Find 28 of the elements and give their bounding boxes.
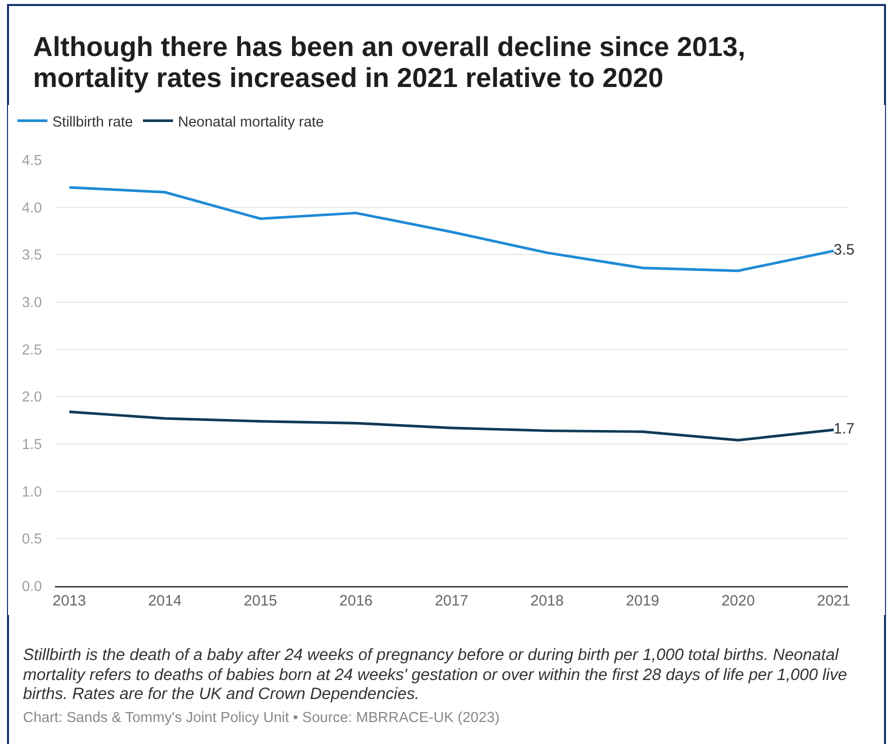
chart-title: Although there has been an overall decline since 2013, mortality rates increased in 2021 relative to 2020 — [33, 31, 746, 93]
x-tick-label: 2018 — [530, 592, 564, 610]
y-tick-label: 3.5 — [22, 248, 42, 264]
y-tick-label: 1.5 — [22, 437, 42, 454]
text: Chart: Sands & Tommy's Joint Policy Unit • Source: MBRRACE-UK (2023) — [23, 710, 501, 726]
y-tick-label: 4.0 — [22, 200, 42, 216]
y-tick-label: 4.5 — [22, 153, 42, 170]
y-tick-label: 1.0 — [22, 484, 42, 500]
x-tick-label: 2020 — [721, 592, 755, 610]
legend-label: Stillbirth rate — [52, 114, 133, 130]
y-tick-label: 0.5 — [22, 532, 42, 548]
data-label: 1.7 — [834, 420, 855, 438]
x-tick-label: 2019 — [626, 592, 660, 610]
x-tick-label: 2014 — [148, 592, 182, 610]
line-series — [68, 410, 835, 442]
data-label: 3.5 — [834, 242, 855, 259]
x-tick-label: 2017 — [434, 592, 468, 610]
x-tick-label: 2021 — [816, 592, 850, 610]
legend-label: Neonatal mortality rate — [178, 114, 324, 130]
text: Stillbirth is the death of a baby after 24 weeks of pregnancy before or during birth per 1,000 total births. Neonatal mortality refers to deaths of babies born at 24 weeks' gestation or over within the first 28 days of life per 1,000 live births. Rates are for the UK and Crown Dependencies. — [23, 646, 848, 704]
y-tick-label: 3.0 — [22, 295, 42, 312]
x-tick-label: 2016 — [339, 592, 373, 610]
x-tick-label: 2013 — [52, 592, 86, 610]
y-tick-label: 2.0 — [22, 390, 42, 406]
x-tick-label: 2015 — [244, 592, 278, 610]
line-series — [68, 186, 835, 272]
y-tick-label: 0.0 — [22, 579, 42, 596]
y-tick-label: 2.5 — [22, 342, 42, 358]
